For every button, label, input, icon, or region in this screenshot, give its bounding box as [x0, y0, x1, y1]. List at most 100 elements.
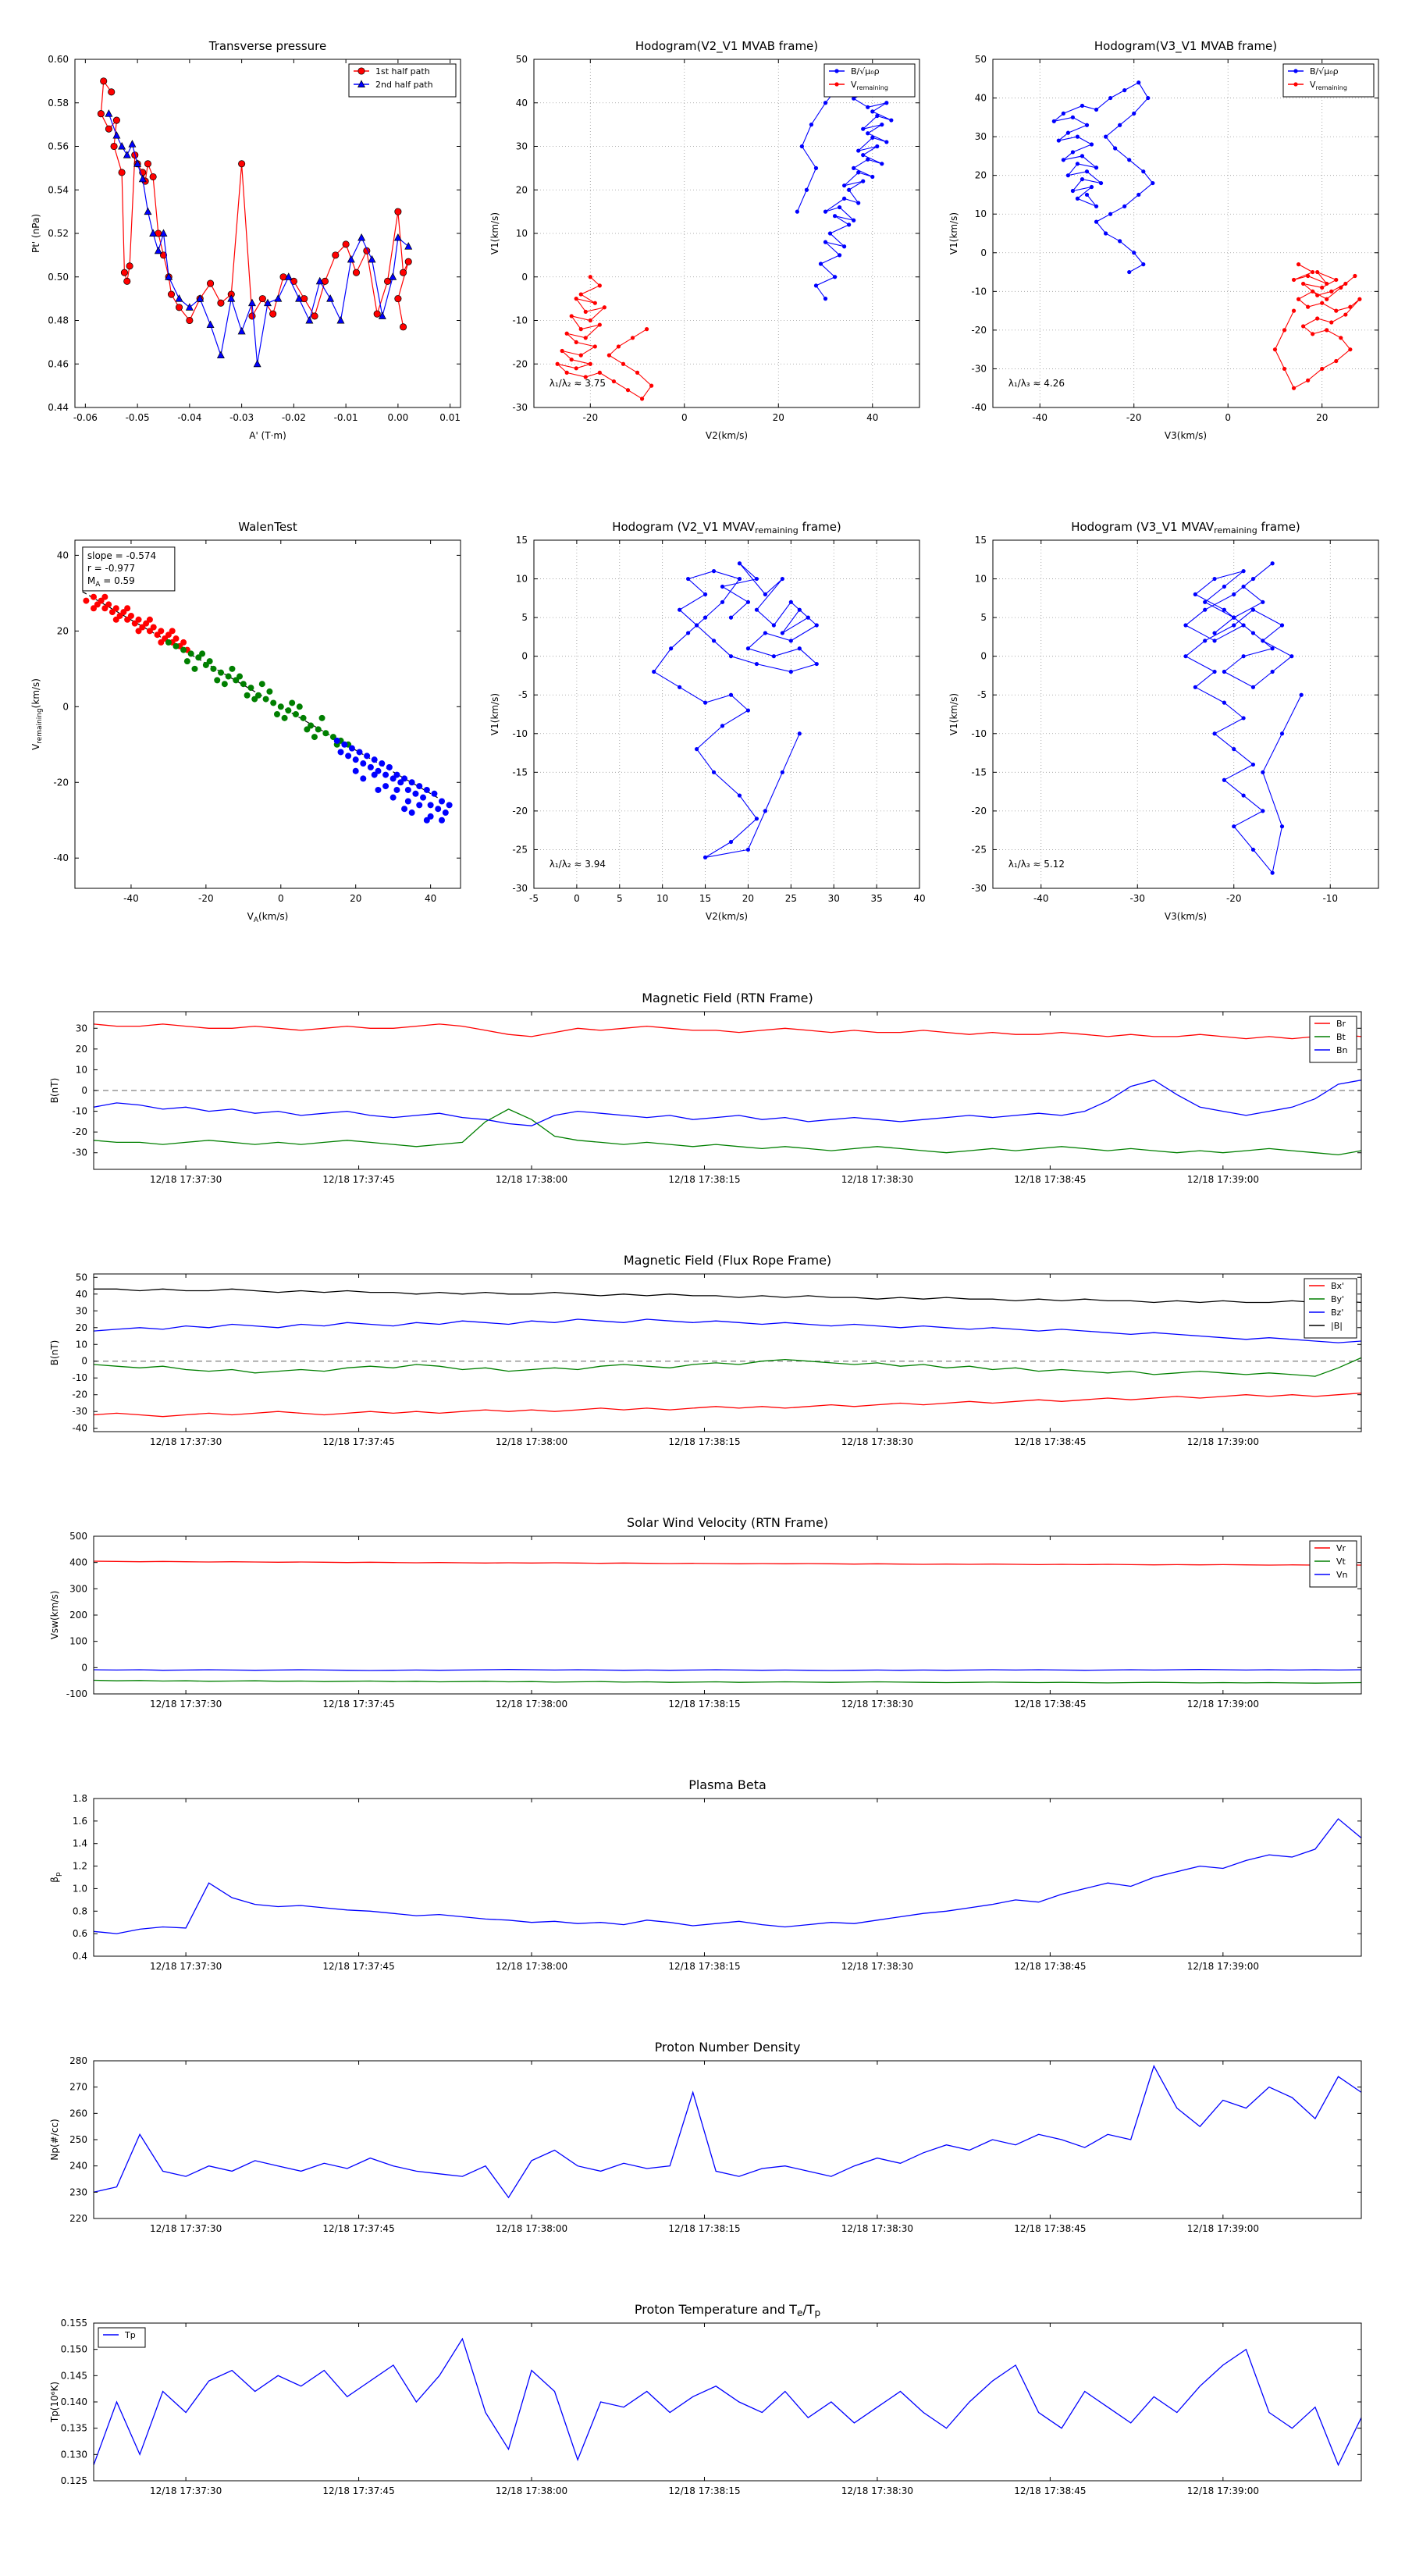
svg-text:Vremaining: Vremaining: [851, 80, 888, 91]
svg-text:A' (T·m): A' (T·m): [249, 430, 286, 441]
svg-text:Bz': Bz': [1331, 1308, 1343, 1318]
svg-text:-20: -20: [1126, 412, 1142, 423]
svg-text:12/18 17:38:00: 12/18 17:38:00: [496, 1174, 567, 1185]
svg-text:-20: -20: [198, 893, 214, 904]
svg-text:12/18 17:38:00: 12/18 17:38:00: [496, 2485, 567, 2496]
svg-text:-0.01: -0.01: [334, 412, 358, 423]
svg-text:-0.03: -0.03: [229, 412, 254, 423]
svg-text:12/18 17:38:00: 12/18 17:38:00: [496, 1961, 567, 1972]
svg-text:15: 15: [699, 893, 711, 904]
svg-text:-30: -30: [72, 1406, 87, 1417]
svg-text:B/√μ₀ρ: B/√μ₀ρ: [1310, 66, 1339, 76]
svg-text:20: 20: [773, 412, 784, 423]
panel-hodogram-v3v1-mvab: -40 -20 0 20 -40 -30 -20 -10 0 10 20 30 40 50 Hodogram…: [930, 22, 1389, 459]
svg-text:0: 0: [521, 651, 528, 662]
panel-proton-temperature: 12/18 17:37:30 12/18 17:37:45 12/18 17:38:…: [31, 2295, 1374, 2514]
svg-text:220: 220: [69, 2213, 87, 2224]
svg-text:Transverse pressure: Transverse pressure: [208, 39, 327, 53]
hodogram-v2v1-mvab-plot: -20 0 20 40 -30 -20 -10 0 10 20 30 40 50 Hodogram(V2_…: [489, 39, 920, 441]
svg-text:-40: -40: [1032, 412, 1048, 423]
svg-text:0: 0: [81, 1356, 87, 1367]
hodogram-v3v1-mvav-plot: -40 -30 -20 -10 -30 -25 -20 -15 -10 -5 0 5 10 15 Hodog…: [948, 520, 1379, 922]
svg-text:V3(km/s): V3(km/s): [1165, 430, 1207, 441]
svg-text:0.00: 0.00: [388, 412, 409, 423]
svg-text:0.52: 0.52: [48, 228, 69, 239]
svg-text:12/18 17:38:15: 12/18 17:38:15: [668, 1699, 740, 1710]
svg-text:0.135: 0.135: [61, 2423, 87, 2434]
svg-text:Hodogram(V2_V1 MVAB frame): Hodogram(V2_V1 MVAB frame): [635, 39, 818, 54]
svg-text:0: 0: [521, 272, 528, 283]
svg-text:12/18 17:38:45: 12/18 17:38:45: [1014, 2223, 1086, 2234]
svg-text:15: 15: [975, 535, 987, 546]
svg-text:12/18 17:38:30: 12/18 17:38:30: [841, 2223, 913, 2234]
svg-text:12/18 17:37:45: 12/18 17:37:45: [322, 2485, 394, 2496]
svg-text:r = -0.977: r = -0.977: [87, 563, 135, 574]
panel-transverse-pressure: -0.06 -0.05 -0.04 -0.03 -0.02 -0.01 0.00 0.01 0.…: [12, 22, 471, 459]
svg-text:1st half path: 1st half path: [375, 66, 430, 76]
svg-text:12/18 17:37:45: 12/18 17:37:45: [322, 1699, 394, 1710]
svg-text:50: 50: [975, 54, 987, 65]
svg-text:Proton Temperature and Te/Tp: Proton Temperature and Te/Tp: [635, 2302, 820, 2318]
svg-text:-30: -30: [72, 1147, 87, 1158]
panel-hodogram-v3v1-mvav: -40 -30 -20 -10 -30 -25 -20 -15 -10 -5 0 5 10 15 Hodog…: [930, 503, 1389, 940]
svg-text:12/18 17:37:30: 12/18 17:37:30: [150, 2485, 222, 2496]
svg-text:0.145: 0.145: [61, 2370, 87, 2381]
svg-text:-5: -5: [977, 689, 987, 700]
svg-text:12/18 17:38:45: 12/18 17:38:45: [1014, 1699, 1086, 1710]
svg-text:-40: -40: [53, 852, 69, 863]
svg-text:1.6: 1.6: [73, 1816, 87, 1827]
svg-text:V1(km/s): V1(km/s): [948, 212, 959, 254]
svg-text:0: 0: [574, 893, 580, 904]
svg-text:Br: Br: [1336, 1019, 1346, 1029]
svg-text:250: 250: [69, 2134, 87, 2145]
svg-text:Bx': Bx': [1331, 1281, 1344, 1291]
svg-text:30: 30: [516, 141, 528, 152]
svg-text:1.4: 1.4: [73, 1838, 87, 1849]
svg-text:12/18 17:38:30: 12/18 17:38:30: [841, 1699, 913, 1710]
svg-text:40: 40: [975, 93, 987, 104]
svg-text:Hodogram (V2_V1 MVAVremaining: Hodogram (V2_V1 MVAVremaining frame): [612, 520, 841, 535]
svg-text:0: 0: [681, 412, 688, 423]
svg-text:280: 280: [69, 2055, 87, 2066]
svg-text:B(nT): B(nT): [49, 1340, 60, 1366]
svg-text:12/18 17:39:00: 12/18 17:39:00: [1187, 2223, 1259, 2234]
svg-text:-20: -20: [971, 806, 987, 817]
svg-text:-30: -30: [512, 402, 528, 413]
svg-text:40: 40: [76, 1289, 87, 1300]
svg-text:0.6: 0.6: [73, 1928, 87, 1939]
svg-text:0: 0: [980, 651, 987, 662]
svg-text:0.150: 0.150: [61, 2344, 87, 2355]
svg-text:12/18 17:39:00: 12/18 17:39:00: [1187, 2485, 1259, 2496]
svg-text:-0.04: -0.04: [177, 412, 201, 423]
svg-text:-10: -10: [971, 728, 987, 739]
svg-text:0.4: 0.4: [73, 1951, 87, 1962]
svg-text:30: 30: [76, 1305, 87, 1316]
svg-text:5: 5: [980, 612, 987, 623]
svg-text:βp: βp: [49, 1872, 62, 1883]
svg-text:B(nT): B(nT): [49, 1078, 60, 1104]
svg-text:0.54: 0.54: [48, 184, 69, 195]
svg-text:-30: -30: [512, 883, 528, 894]
svg-text:20: 20: [516, 184, 528, 195]
svg-text:500: 500: [69, 1531, 87, 1542]
svg-text:-20: -20: [1226, 893, 1242, 904]
beta-plot: 12/18 17:37:30 12/18 17:37:45 12/18 17:38:…: [49, 1777, 1362, 1972]
svg-text:10: 10: [975, 208, 987, 219]
svg-text:40: 40: [516, 98, 528, 109]
svg-text:0.46: 0.46: [48, 358, 69, 369]
svg-text:12/18 17:38:30: 12/18 17:38:30: [841, 1174, 913, 1185]
svg-text:-30: -30: [1129, 893, 1145, 904]
svg-text:V3(km/s): V3(km/s): [1165, 911, 1207, 922]
svg-text:30: 30: [828, 893, 840, 904]
svg-text:Pt' (nPa): Pt' (nPa): [30, 214, 41, 253]
svg-text:λ₁/λ₂ ≈ 3.75: λ₁/λ₂ ≈ 3.75: [550, 378, 606, 389]
svg-text:40: 40: [57, 550, 69, 560]
svg-text:12/18 17:38:30: 12/18 17:38:30: [841, 1436, 913, 1447]
svg-text:12/18 17:37:45: 12/18 17:37:45: [322, 1174, 394, 1185]
svg-text:-0.06: -0.06: [73, 412, 98, 423]
svg-text:260: 260: [69, 2108, 87, 2119]
svg-text:V1(km/s): V1(km/s): [948, 693, 959, 735]
svg-text:1.0: 1.0: [73, 1883, 87, 1894]
svg-text:-0.02: -0.02: [282, 412, 306, 423]
b-frf-plot: 12/18 17:37:30 12/18 17:37:45 12/18 17:38:…: [49, 1253, 1362, 1447]
